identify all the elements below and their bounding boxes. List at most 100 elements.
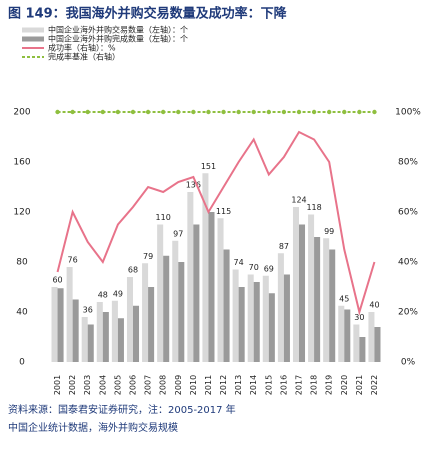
marker [191, 109, 196, 115]
data-label: 87 [279, 242, 289, 251]
legend-swatch [22, 36, 44, 42]
bar [268, 293, 275, 362]
x-tick-label: 2007 [144, 375, 153, 395]
y2-tick-label: 40% [398, 258, 418, 268]
bar [117, 318, 124, 362]
bar [217, 218, 224, 362]
bar [338, 305, 345, 362]
footnote: 资料来源：国泰君安证券研究，注：2005-2017 年 [8, 403, 236, 416]
data-label: 115 [216, 207, 231, 216]
data-label: 69 [264, 264, 274, 273]
marker [70, 109, 75, 115]
y2-tick-label: 100% [395, 108, 421, 118]
bar [172, 240, 179, 362]
bar [292, 207, 299, 362]
data-label: 79 [143, 252, 153, 261]
data-label: 49 [113, 289, 123, 298]
bar [232, 269, 239, 362]
bar [66, 267, 73, 362]
marker [100, 109, 106, 115]
data-label: 36 [83, 306, 93, 315]
legend-label: 成功率（右轴）：% [48, 43, 116, 53]
marker [115, 109, 121, 115]
bar [247, 274, 254, 362]
bar [126, 277, 133, 362]
bar [223, 249, 230, 362]
data-label: 60 [52, 276, 62, 285]
line [56, 130, 376, 316]
marker [236, 109, 241, 115]
data-label: 48 [98, 291, 108, 300]
footnote: 中国企业统计数据，海外并购交易规模 [8, 421, 178, 434]
y2-tick-label: 60% [398, 208, 418, 218]
marker [251, 109, 256, 115]
data-label: 124 [291, 196, 306, 205]
bar [283, 274, 290, 362]
bar [81, 317, 88, 362]
x-tick-label: 2016 [279, 375, 288, 395]
data-label: 30 [354, 313, 364, 322]
bar [178, 262, 185, 362]
x-tick-label: 2013 [234, 375, 243, 395]
bar [344, 309, 351, 362]
data-label: 99 [324, 227, 334, 236]
bar [102, 312, 109, 362]
data-label: 136 [186, 181, 201, 190]
x-tick-label: 2022 [370, 375, 379, 395]
data-label: 40 [369, 301, 379, 310]
bar [96, 302, 103, 362]
y2-tick-label: 0% [401, 358, 416, 368]
bar [57, 288, 64, 362]
bar [51, 287, 58, 362]
x-tick-label: 2012 [219, 375, 228, 395]
marker [326, 109, 332, 115]
y-tick-label: 40 [16, 308, 28, 318]
y2-tick-label: 20% [398, 308, 418, 318]
x-tick-label: 2017 [295, 375, 304, 395]
bar [314, 237, 321, 362]
x-tick-label: 2006 [129, 375, 138, 395]
x-tick-label: 2002 [68, 375, 77, 395]
x-tick-label: 2001 [53, 375, 62, 395]
bar [87, 324, 94, 362]
bar [193, 224, 200, 362]
bar [238, 287, 245, 362]
y2-tick-label: 80% [398, 158, 418, 168]
marker [85, 109, 90, 115]
marker [266, 109, 272, 115]
bar [329, 249, 336, 362]
y-tick-label: 120 [13, 208, 30, 218]
legend-label: 中国企业海外并购交易数量（左轴）：个 [48, 25, 188, 35]
marker [342, 109, 347, 115]
legend-swatch [22, 27, 44, 33]
data-label: 151 [201, 162, 216, 171]
marker [372, 109, 377, 115]
bar [142, 263, 149, 362]
marker [55, 109, 60, 115]
x-tick-label: 2020 [340, 375, 349, 395]
marker [145, 109, 151, 115]
bar [187, 192, 194, 362]
data-label: 76 [68, 256, 78, 265]
marker [357, 109, 362, 115]
data-label: 97 [173, 229, 183, 238]
legend-label: 完成率基准（右轴） [48, 52, 120, 62]
x-tick-label: 2019 [325, 375, 334, 395]
bar [202, 173, 209, 362]
data-label: 74 [234, 258, 244, 267]
marker [311, 109, 317, 115]
marker [281, 109, 287, 115]
y-tick-label: 0 [19, 358, 25, 368]
bar [133, 305, 140, 362]
legend-label: 中国企业海外并购完成数量（左轴）：个 [48, 34, 188, 44]
marker [221, 109, 226, 115]
x-tick-label: 2014 [249, 375, 258, 395]
marker [206, 109, 211, 115]
bar [262, 275, 269, 362]
x-tick-label: 2021 [355, 375, 364, 395]
data-label: 45 [339, 294, 349, 303]
marker [296, 109, 302, 115]
data-label: 68 [128, 266, 138, 275]
marker [130, 109, 136, 115]
